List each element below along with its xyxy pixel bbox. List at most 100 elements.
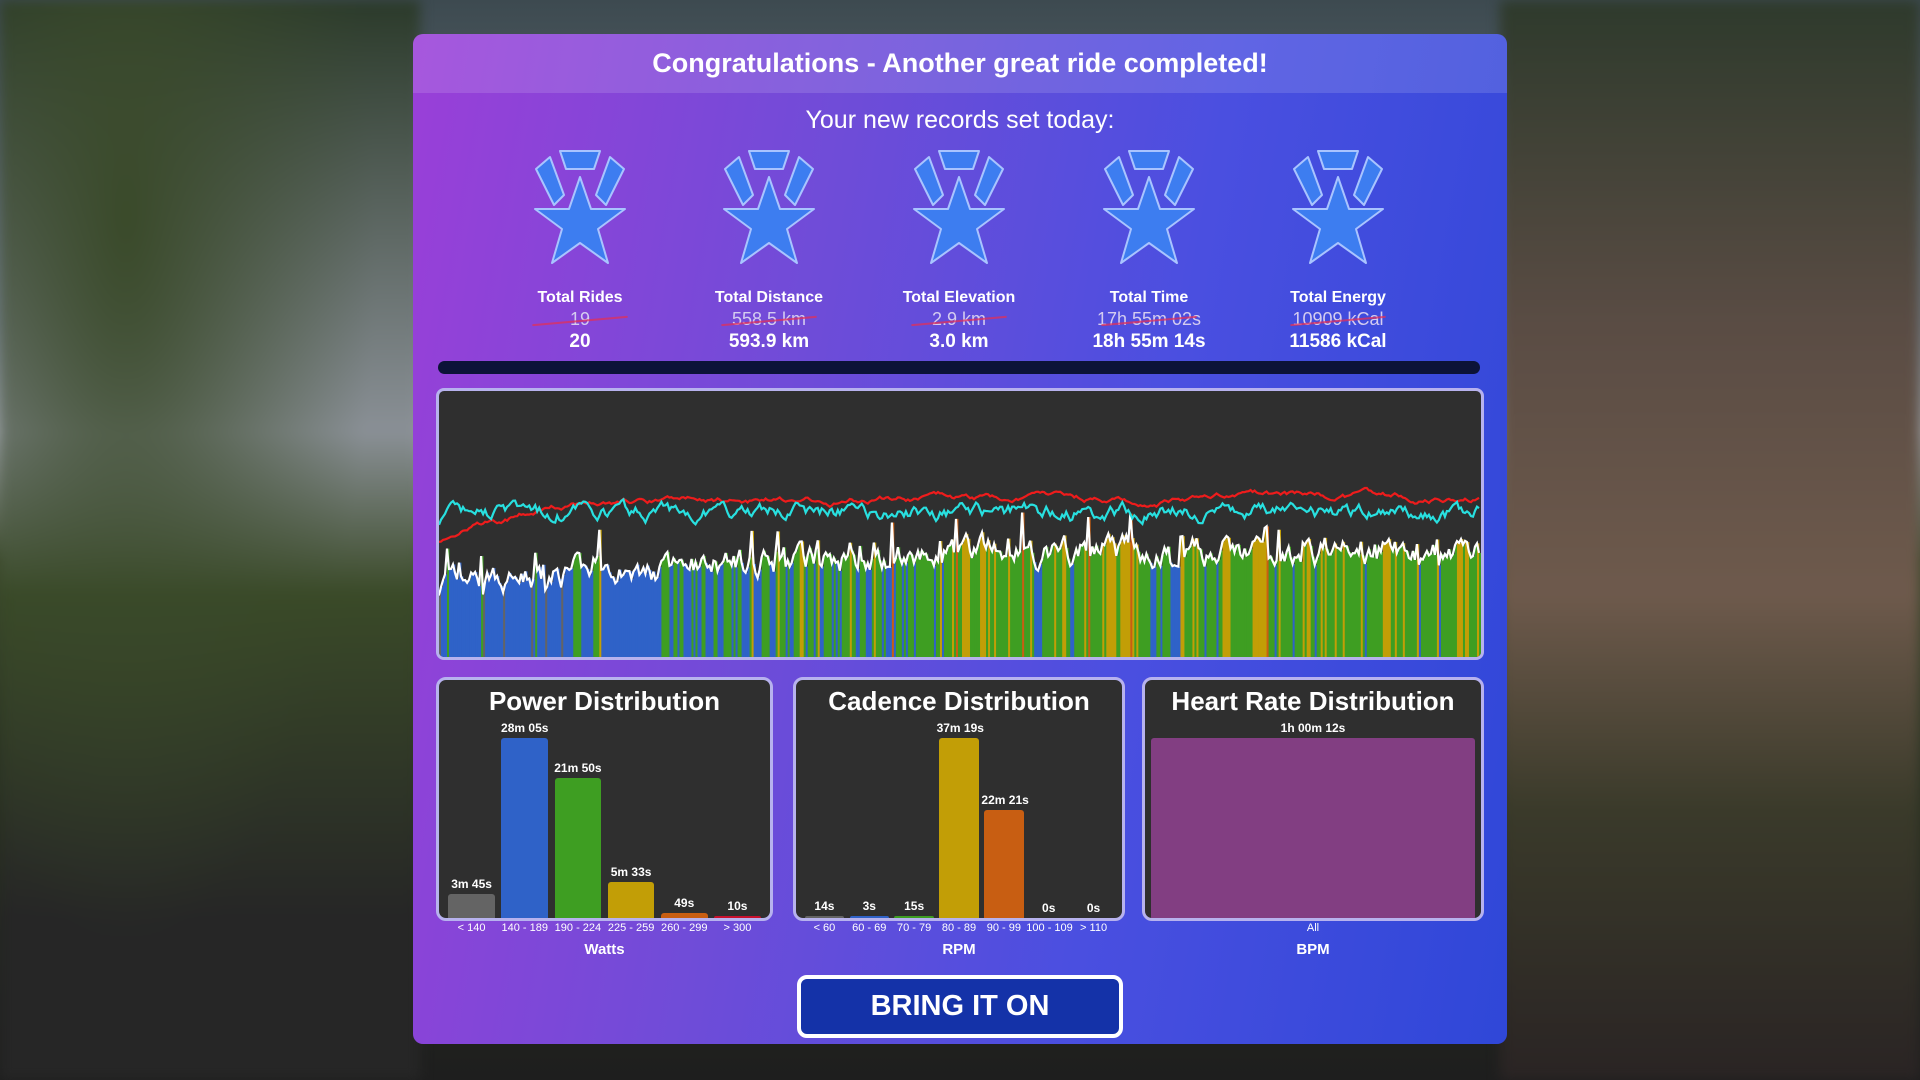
power-zone-bar (1394, 542, 1398, 657)
power-zone-bar (1338, 548, 1342, 657)
power-zone-bar (917, 550, 921, 657)
power-zone-bar (563, 574, 566, 657)
power-zone-bar (557, 568, 560, 657)
power-zone-bar (1158, 561, 1161, 657)
record-new-value: 18h 55m 14s (1092, 331, 1206, 352)
power-zone-bar (1162, 554, 1165, 657)
power-zone-bar (1238, 544, 1241, 657)
power-zone-bar (787, 560, 791, 657)
power-zone-bar (1150, 562, 1153, 657)
power-zone-bar (1096, 545, 1099, 657)
power-zone-bar (885, 567, 889, 657)
power-zone-bar (807, 555, 811, 657)
power-zone-bar (547, 586, 550, 657)
power-zone-bar (887, 566, 891, 657)
power-zone-bar (891, 522, 895, 657)
x-tick-label: 60 - 69 (852, 922, 887, 934)
power-zone-bar (727, 561, 730, 657)
power-zone-bar (1284, 561, 1288, 657)
power-zone-bar (663, 559, 666, 657)
power-zone-bar (641, 572, 644, 657)
power-zone-bar (585, 565, 588, 657)
power-zone-bar (479, 586, 482, 657)
power-zone-bar (994, 543, 997, 657)
x-tick-label: 80 - 89 (941, 922, 977, 934)
power-zone-bar (1076, 549, 1079, 657)
power-zone-bar (701, 558, 704, 657)
power-zone-bar (1166, 552, 1169, 657)
bar-90-99 (984, 810, 1024, 918)
power-zone-bar (1278, 529, 1282, 657)
power-zone-bar (605, 565, 608, 657)
power-zone-bar (1188, 549, 1191, 657)
power-zone-bar (1346, 546, 1350, 657)
power-zone-bar (833, 557, 837, 657)
power-zone-bar (451, 568, 454, 657)
power-zone-bar (953, 552, 957, 657)
plot-area: 14s 3s 15s 37m 19s 22m 21s 0s 0s (802, 721, 1116, 918)
power-zone-bar (1004, 556, 1007, 657)
power-zone-bar (845, 559, 849, 657)
power-zone-bar (769, 563, 773, 657)
power-zone-bar (1026, 547, 1029, 657)
power-zone-bar (579, 553, 582, 657)
power-zone-bar (477, 577, 480, 657)
power-zone-bar (521, 573, 524, 657)
power-zone-bar (1248, 554, 1251, 657)
x-tick-labels: < 140 140 - 189 190 - 224 225 - 259 260 - 29… (445, 922, 764, 938)
power-zone-bar (1146, 553, 1149, 657)
power-zone-bar (1268, 558, 1271, 657)
power-zone-bar (1152, 568, 1155, 657)
power-zone-bar (929, 559, 933, 657)
power-zone-bar (1366, 555, 1370, 657)
power-zone-bar (799, 541, 803, 657)
power-zone-bar (1112, 537, 1115, 657)
power-zone-bar (699, 566, 702, 657)
power-zone-bar (1006, 556, 1009, 657)
power-zone-bar (1208, 557, 1211, 657)
power-zone-bar (761, 557, 765, 657)
power-zone-bar (1388, 539, 1392, 657)
power-zone-bar (559, 578, 562, 657)
power-zone-bar (1094, 553, 1097, 657)
power-zone-bar (933, 565, 937, 657)
power-zone-bar (1212, 559, 1215, 657)
power-zone-bar (783, 547, 787, 657)
bar-value-label: 37m 19s (936, 721, 984, 735)
power-zone-bar (1380, 551, 1384, 657)
power-zone-bar (1404, 550, 1408, 657)
x-axis-label: RPM (942, 941, 976, 958)
power-zone-bar (1102, 543, 1105, 657)
power-zone-bar (1360, 541, 1364, 657)
power-zone-bar (851, 550, 855, 657)
power-zone-bar (1046, 546, 1049, 657)
power-zone-bar (1054, 543, 1057, 657)
power-zone-bar (803, 556, 807, 657)
record-label: Total Elevation (902, 289, 1016, 306)
power-zone-bar (1460, 539, 1464, 657)
power-zone-bar (1080, 544, 1083, 657)
power-zone-bar (978, 545, 981, 657)
power-zone-bar (541, 578, 544, 657)
power-zone-bar (811, 553, 815, 657)
bring-it-on-button[interactable]: BRING IT ON (797, 975, 1123, 1038)
power-zone-bar (1036, 568, 1039, 657)
power-zone-bar (519, 583, 522, 657)
power-zone-bar (625, 570, 628, 657)
power-zone-bar (1138, 551, 1141, 657)
power-zone-bar (715, 561, 718, 657)
power-zone-bar (1178, 566, 1181, 657)
power-zone-bar (867, 563, 871, 657)
power-zone-bar (1332, 549, 1336, 657)
power-zone-bar (499, 582, 502, 657)
power-zone-bar (1358, 554, 1362, 657)
power-zone-bar (691, 558, 694, 657)
power-zone-bar (1466, 542, 1470, 657)
power-zone-bar (483, 594, 486, 657)
dialog-title: Congratulations - Another great ride com… (413, 34, 1507, 93)
power-zone-bar (1328, 554, 1332, 657)
power-zone-bar (1008, 538, 1011, 657)
bar-60-69 (849, 916, 890, 918)
power-zone-bar (1130, 513, 1133, 657)
power-zone-bar (603, 569, 606, 657)
